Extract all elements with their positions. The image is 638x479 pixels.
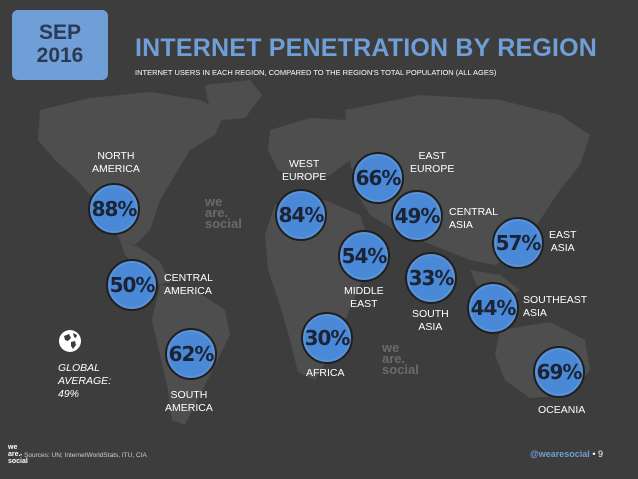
watermark-line: we [382, 340, 400, 355]
logo-line: are. [8, 451, 21, 458]
region-value-north-america: 88% [88, 183, 140, 235]
page-subtitle: INTERNET USERS IN EACH REGION, COMPARED … [135, 68, 497, 77]
region-label-central-america: CENTRAL AMERICA [164, 272, 214, 297]
region-value-central-america: 50% [106, 259, 158, 311]
watermark-line: are. [205, 205, 229, 220]
region-label-south-america: SOUTH AMERICA [165, 389, 213, 414]
watermark-line: we [205, 194, 223, 209]
north-america-landmass [38, 92, 225, 245]
watermark-line: are. [382, 351, 406, 366]
region-label-southeast-asia: SOUTHEAST ASIA [523, 294, 588, 319]
region-value-africa: 30% [301, 312, 353, 364]
region-value-southeast-asia: 44% [467, 282, 519, 334]
greenland-landmass [205, 80, 262, 120]
region-value-central-asia: 49% [391, 190, 443, 242]
watermark-line: social [382, 362, 419, 377]
logo-line: social [8, 458, 28, 465]
region-value-south-america: 62% [165, 328, 217, 380]
region-label-south-asia: SOUTH ASIA [412, 308, 449, 333]
region-value-west-europe: 84% [275, 189, 327, 241]
date-year: 2016 [36, 44, 84, 67]
watermark-line: social [205, 216, 242, 231]
region-value-south-asia: 33% [405, 252, 457, 304]
region-label-west-europe: WEST EUROPE [282, 158, 327, 183]
social-handle: @wearesocial [530, 449, 590, 459]
source-note: • Sources: UN; InternetWorldStats, ITU, … [20, 452, 147, 459]
region-label-east-europe: EAST EUROPE [410, 150, 455, 175]
region-label-africa: AFRICA [306, 367, 345, 379]
watermark-logo-1: we are. social [205, 194, 242, 231]
date-month: SEP [38, 21, 82, 44]
page-title: INTERNET PENETRATION BY REGION [135, 34, 598, 62]
region-label-central-asia: CENTRAL ASIA [449, 206, 499, 231]
region-value-east-europe: 66% [352, 152, 404, 204]
region-value-middle-east: 54% [338, 230, 390, 282]
footer-handle: @wearesocial • 9 [530, 449, 603, 459]
watermark-logo-2: we are. social [382, 340, 419, 377]
page-number: • 9 [592, 449, 603, 459]
date-badge: SEP 2016 [12, 10, 108, 80]
region-label-east-asia: EAST ASIA [549, 229, 577, 254]
we-are-social-logo: we are. social [8, 444, 28, 465]
region-label-north-america: NORTH AMERICA [92, 150, 140, 175]
region-label-middle-east: MIDDLE EAST [344, 285, 384, 310]
region-value-east-asia: 57% [492, 217, 544, 269]
region-label-oceania: OCEANIA [538, 404, 586, 416]
global-average-label: GLOBAL AVERAGE: 49% [58, 362, 112, 400]
region-value-oceania: 69% [533, 346, 585, 398]
logo-line: we [8, 444, 18, 451]
europe-landmass [268, 118, 360, 180]
globe-icon [59, 330, 81, 352]
